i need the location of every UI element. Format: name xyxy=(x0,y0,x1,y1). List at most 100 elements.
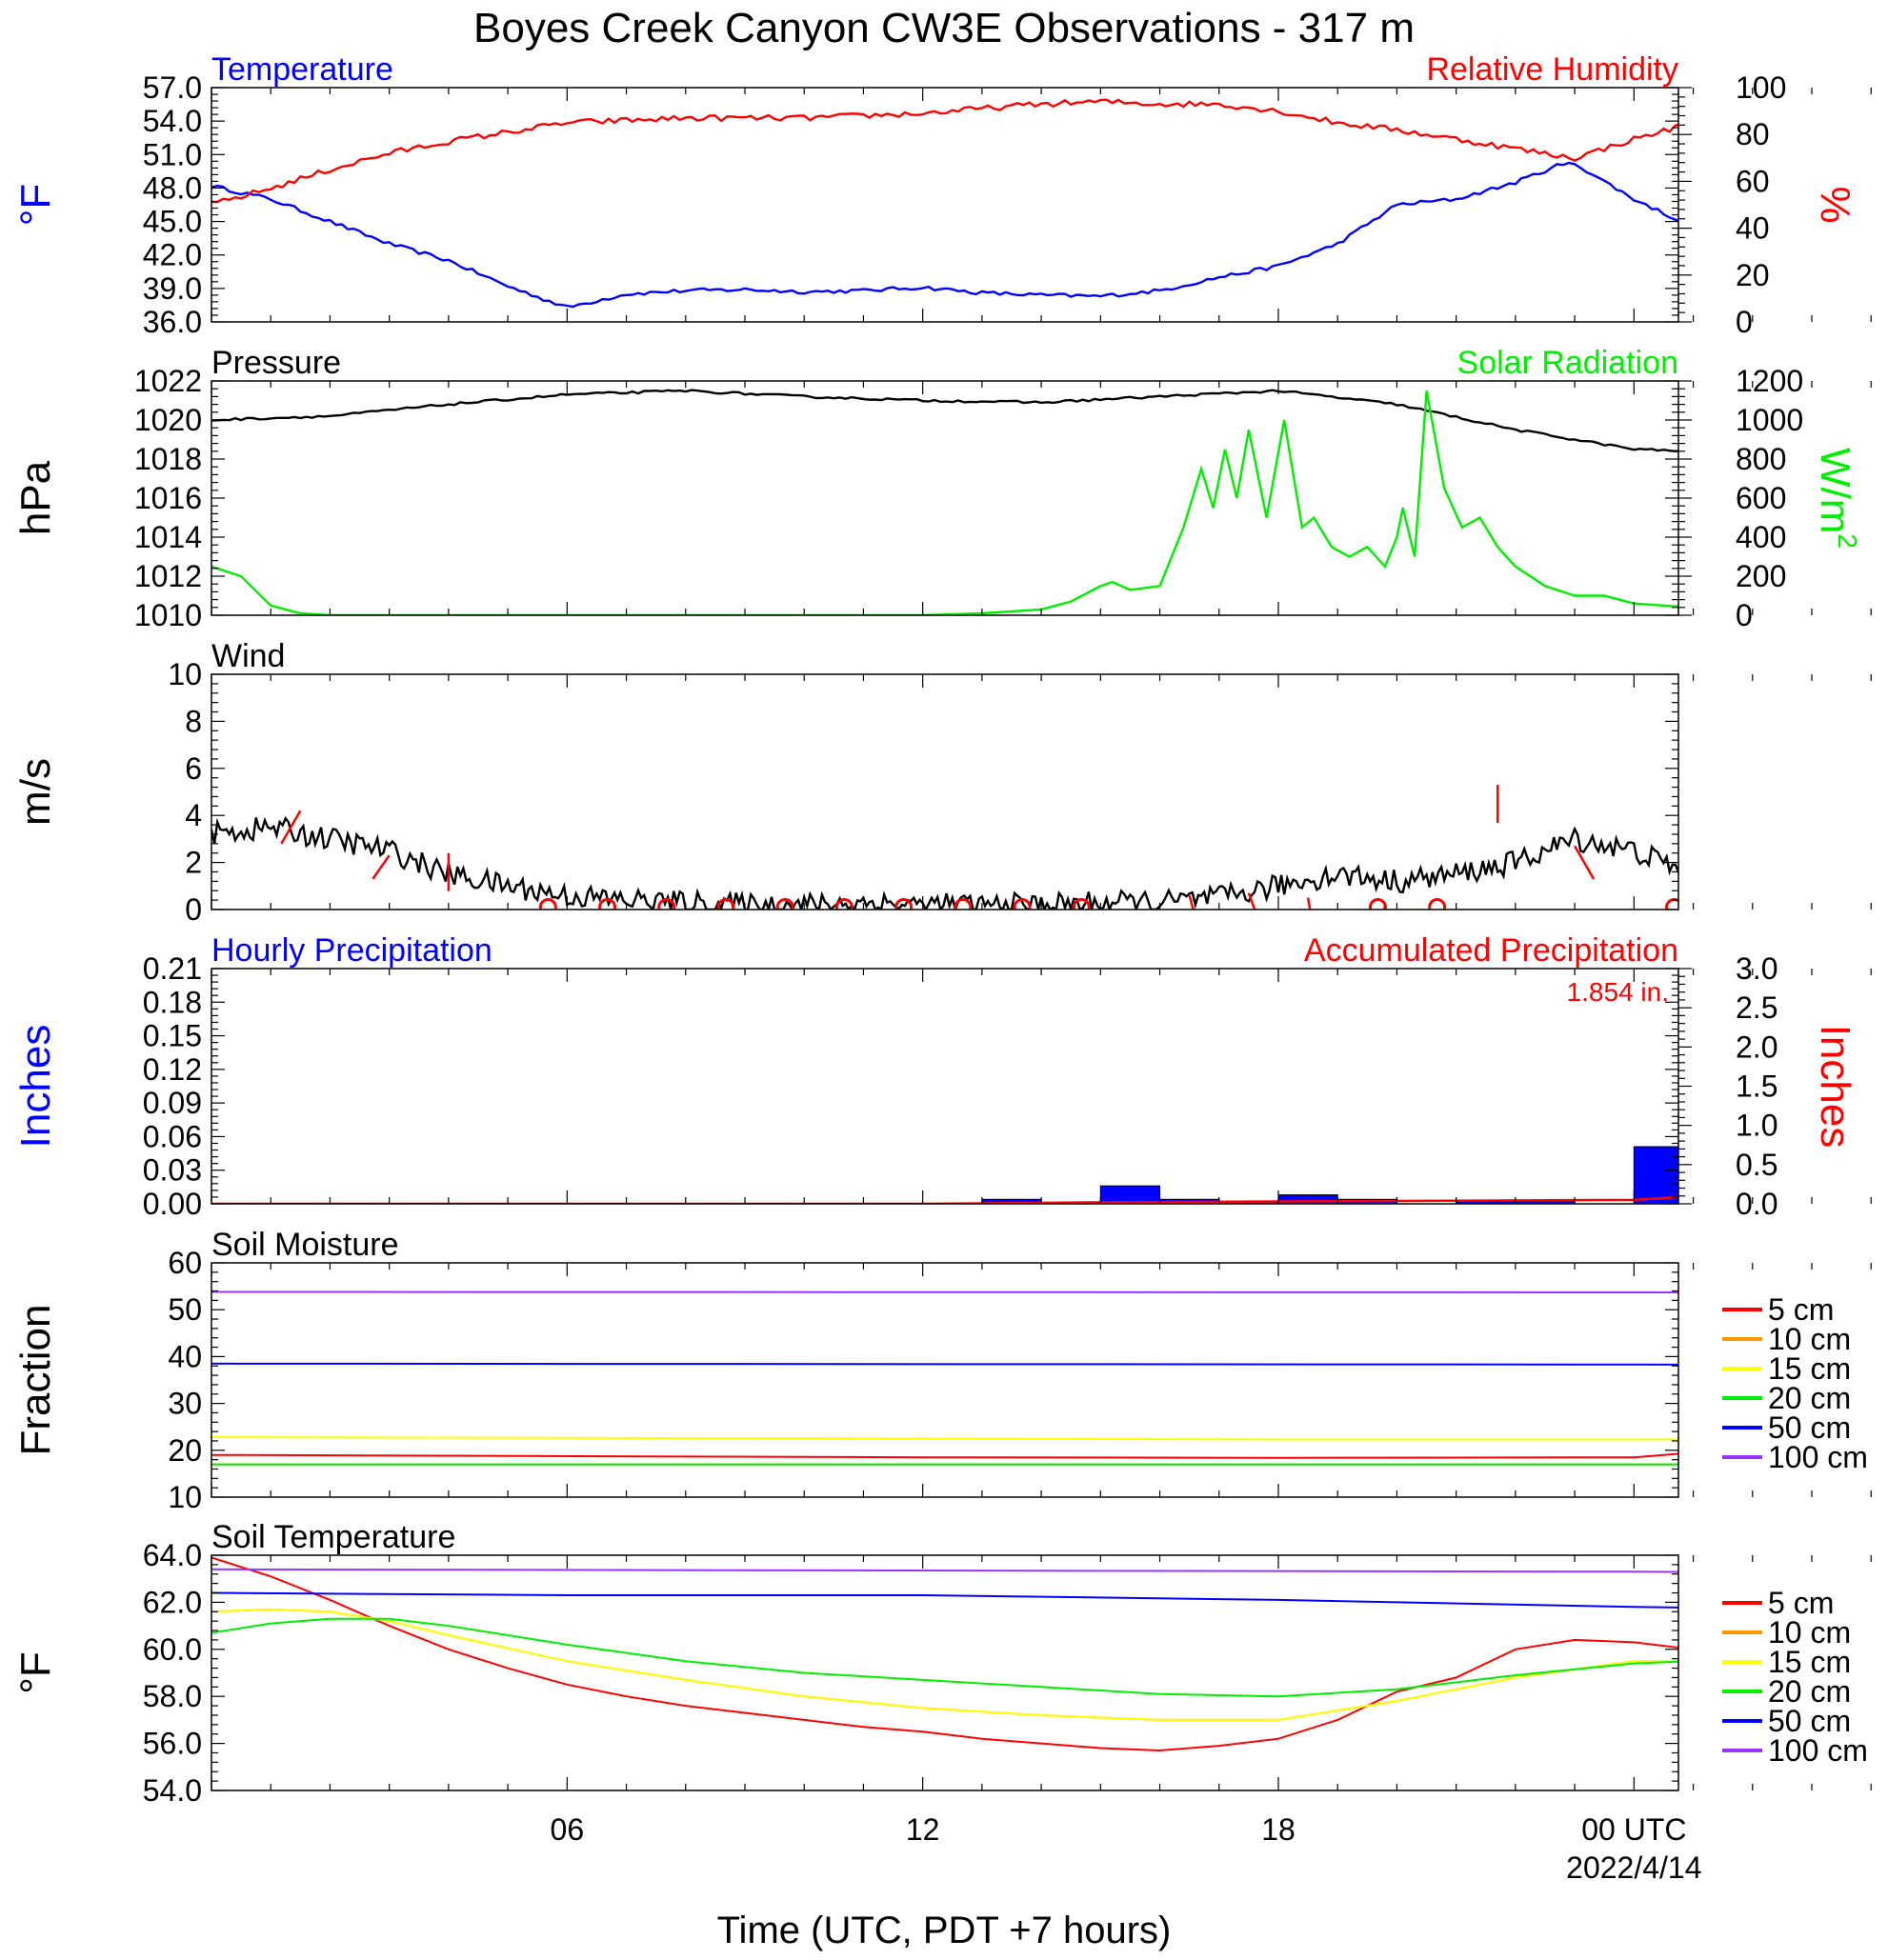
y-tick-label: 54.0 xyxy=(143,104,202,138)
wind-barb xyxy=(1574,845,1596,880)
panel-title: Hourly Precipitation xyxy=(211,932,492,969)
y-axis-label: hPa xyxy=(12,460,59,535)
y-tick-label: 36.0 xyxy=(143,305,202,339)
series-relative-humidity xyxy=(211,98,1678,204)
y-tick-label: 10 xyxy=(168,1480,202,1514)
wind-barb xyxy=(1383,902,1387,910)
plot-area xyxy=(211,389,1678,615)
y-tick-label: 1018 xyxy=(134,442,202,476)
panel-wind: Wind m/s 0 2 4 6 8 10 xyxy=(12,638,1872,927)
y-tick-label: 1010 xyxy=(134,598,202,632)
panel-title: Soil Moisture xyxy=(211,1227,399,1263)
y-tick-label-right: 400 xyxy=(1736,520,1786,554)
legend-label: 50 cm xyxy=(1768,1410,1851,1445)
y-tick-label-right: 40 xyxy=(1736,211,1770,246)
legend-label: 10 cm xyxy=(1768,1615,1851,1650)
y-tick-label: 57.0 xyxy=(143,70,202,105)
y-tick-label-right: 1.0 xyxy=(1736,1109,1778,1143)
plot-area xyxy=(211,1290,1678,1466)
series-temperature xyxy=(211,161,1678,309)
y-tick-label: 1014 xyxy=(134,520,202,554)
y-tick-label: 0.03 xyxy=(143,1153,202,1188)
y-axis-label: °F xyxy=(12,1651,59,1693)
panel-right-title: Relative Humidity xyxy=(1426,51,1678,88)
legend-label: 100 cm xyxy=(1768,1440,1868,1474)
plot-area xyxy=(211,1556,1678,1752)
wind-barb xyxy=(372,854,391,880)
panel-frame-5 xyxy=(211,1554,1679,1791)
series-10-cm xyxy=(211,1463,1678,1466)
series-15-cm xyxy=(211,1436,1678,1441)
y-tick-label: 10 xyxy=(168,657,202,691)
wind-calm-marker xyxy=(1013,898,1032,910)
wind-calm-marker xyxy=(657,898,676,910)
y-tick-label: 20 xyxy=(168,1433,202,1468)
wind-calm-marker xyxy=(954,898,973,910)
legend-label: 50 cm xyxy=(1768,1704,1851,1738)
precip-bar xyxy=(1633,1146,1678,1204)
y-tick-label: 45.0 xyxy=(143,205,202,239)
y-tick-label-right: 0.5 xyxy=(1736,1148,1778,1182)
y-tick-label-right: 20 xyxy=(1736,258,1770,292)
series-20-cm xyxy=(211,1463,1678,1466)
y-tick-label: 0.12 xyxy=(143,1052,202,1087)
legend-label: 15 cm xyxy=(1768,1351,1851,1386)
y-tick-label: 39.0 xyxy=(143,271,202,306)
wind-calm-marker xyxy=(598,898,617,910)
wind-barb xyxy=(1306,897,1312,910)
series-15-cm xyxy=(211,1608,1678,1721)
y-tick-label-right: 1200 xyxy=(1736,364,1803,398)
legend-label: 5 cm xyxy=(1768,1586,1834,1620)
legend-label: 100 cm xyxy=(1768,1733,1868,1768)
y-tick-label-right: 100 xyxy=(1736,70,1786,105)
y-tick-label-right: 800 xyxy=(1736,442,1786,476)
y-tick-label: 48.0 xyxy=(143,170,202,205)
wind-barb xyxy=(1247,892,1256,910)
wind-calm-marker xyxy=(1785,900,1800,915)
panel-title: Soil Temperature xyxy=(211,1519,455,1555)
panels: Temperature Relative Humidity°F %36.039.04… xyxy=(12,51,1888,1808)
wind-calm-marker xyxy=(1428,898,1447,910)
y-tick-label: 60.0 xyxy=(143,1632,202,1667)
y-tick-label: 0.00 xyxy=(143,1187,202,1221)
series-pressure xyxy=(211,389,1678,453)
y-axis-label: Inches xyxy=(12,1025,59,1149)
wind-calm-marker xyxy=(716,898,735,910)
y-tick-label: 56.0 xyxy=(143,1727,202,1761)
y-tick-label-right: 60 xyxy=(1736,164,1770,198)
y-axis-label-right: % xyxy=(1812,186,1858,223)
wind-calm-marker xyxy=(894,898,914,910)
y-tick-label: 1020 xyxy=(134,403,202,437)
y-tick-label: 0.06 xyxy=(143,1119,202,1153)
panel-soil-temperature: Soil Temperature °F 54.0 56.0 58.0 60.0 62.0 64… xyxy=(12,1519,1872,1808)
wind-calm-marker xyxy=(1368,898,1387,910)
legend-label: 10 cm xyxy=(1768,1322,1851,1356)
y-axis-label: °F xyxy=(12,184,59,226)
wind-calm-marker xyxy=(1665,898,1678,910)
panel-soil-moisture: Soil Moisture Fraction 10 20 30 40 50 60 5 cm10 … xyxy=(12,1227,1872,1514)
y-tick-label: 2 xyxy=(185,846,202,880)
y-tick-label: 1016 xyxy=(134,481,202,515)
panel-temperature: Temperature Relative Humidity°F %36.039.04… xyxy=(12,51,1872,339)
y-tick-label: 60 xyxy=(168,1246,202,1280)
precip-bar xyxy=(1871,1151,1888,1204)
series-solar-radiation xyxy=(211,390,1678,615)
wind-calm-marker xyxy=(1844,900,1859,915)
x-tick-label: 06 xyxy=(551,1812,585,1847)
y-tick-label: 0.09 xyxy=(143,1086,202,1120)
y-tick-label: 40 xyxy=(168,1339,202,1373)
y-tick-label-right: 0 xyxy=(1736,305,1753,339)
y-tick-label-right: 0.0 xyxy=(1736,1187,1778,1221)
series-50-cm xyxy=(211,1591,1678,1609)
wind-calm-marker xyxy=(538,898,557,910)
y-tick-label: 50 xyxy=(168,1292,202,1327)
precip-bar xyxy=(1812,1170,1871,1204)
panel-frame-3 xyxy=(211,968,1679,1205)
x-tick-sublabel: 2022/4/14 xyxy=(1566,1850,1701,1885)
y-tick-label: 58.0 xyxy=(143,1679,202,1713)
y-tick-label: 64.0 xyxy=(143,1538,202,1572)
wind-calm-marker xyxy=(775,898,794,910)
plot-area xyxy=(211,98,1678,309)
y-axis-label-right: Inches xyxy=(1812,1025,1858,1149)
wind-barb xyxy=(1188,894,1195,910)
